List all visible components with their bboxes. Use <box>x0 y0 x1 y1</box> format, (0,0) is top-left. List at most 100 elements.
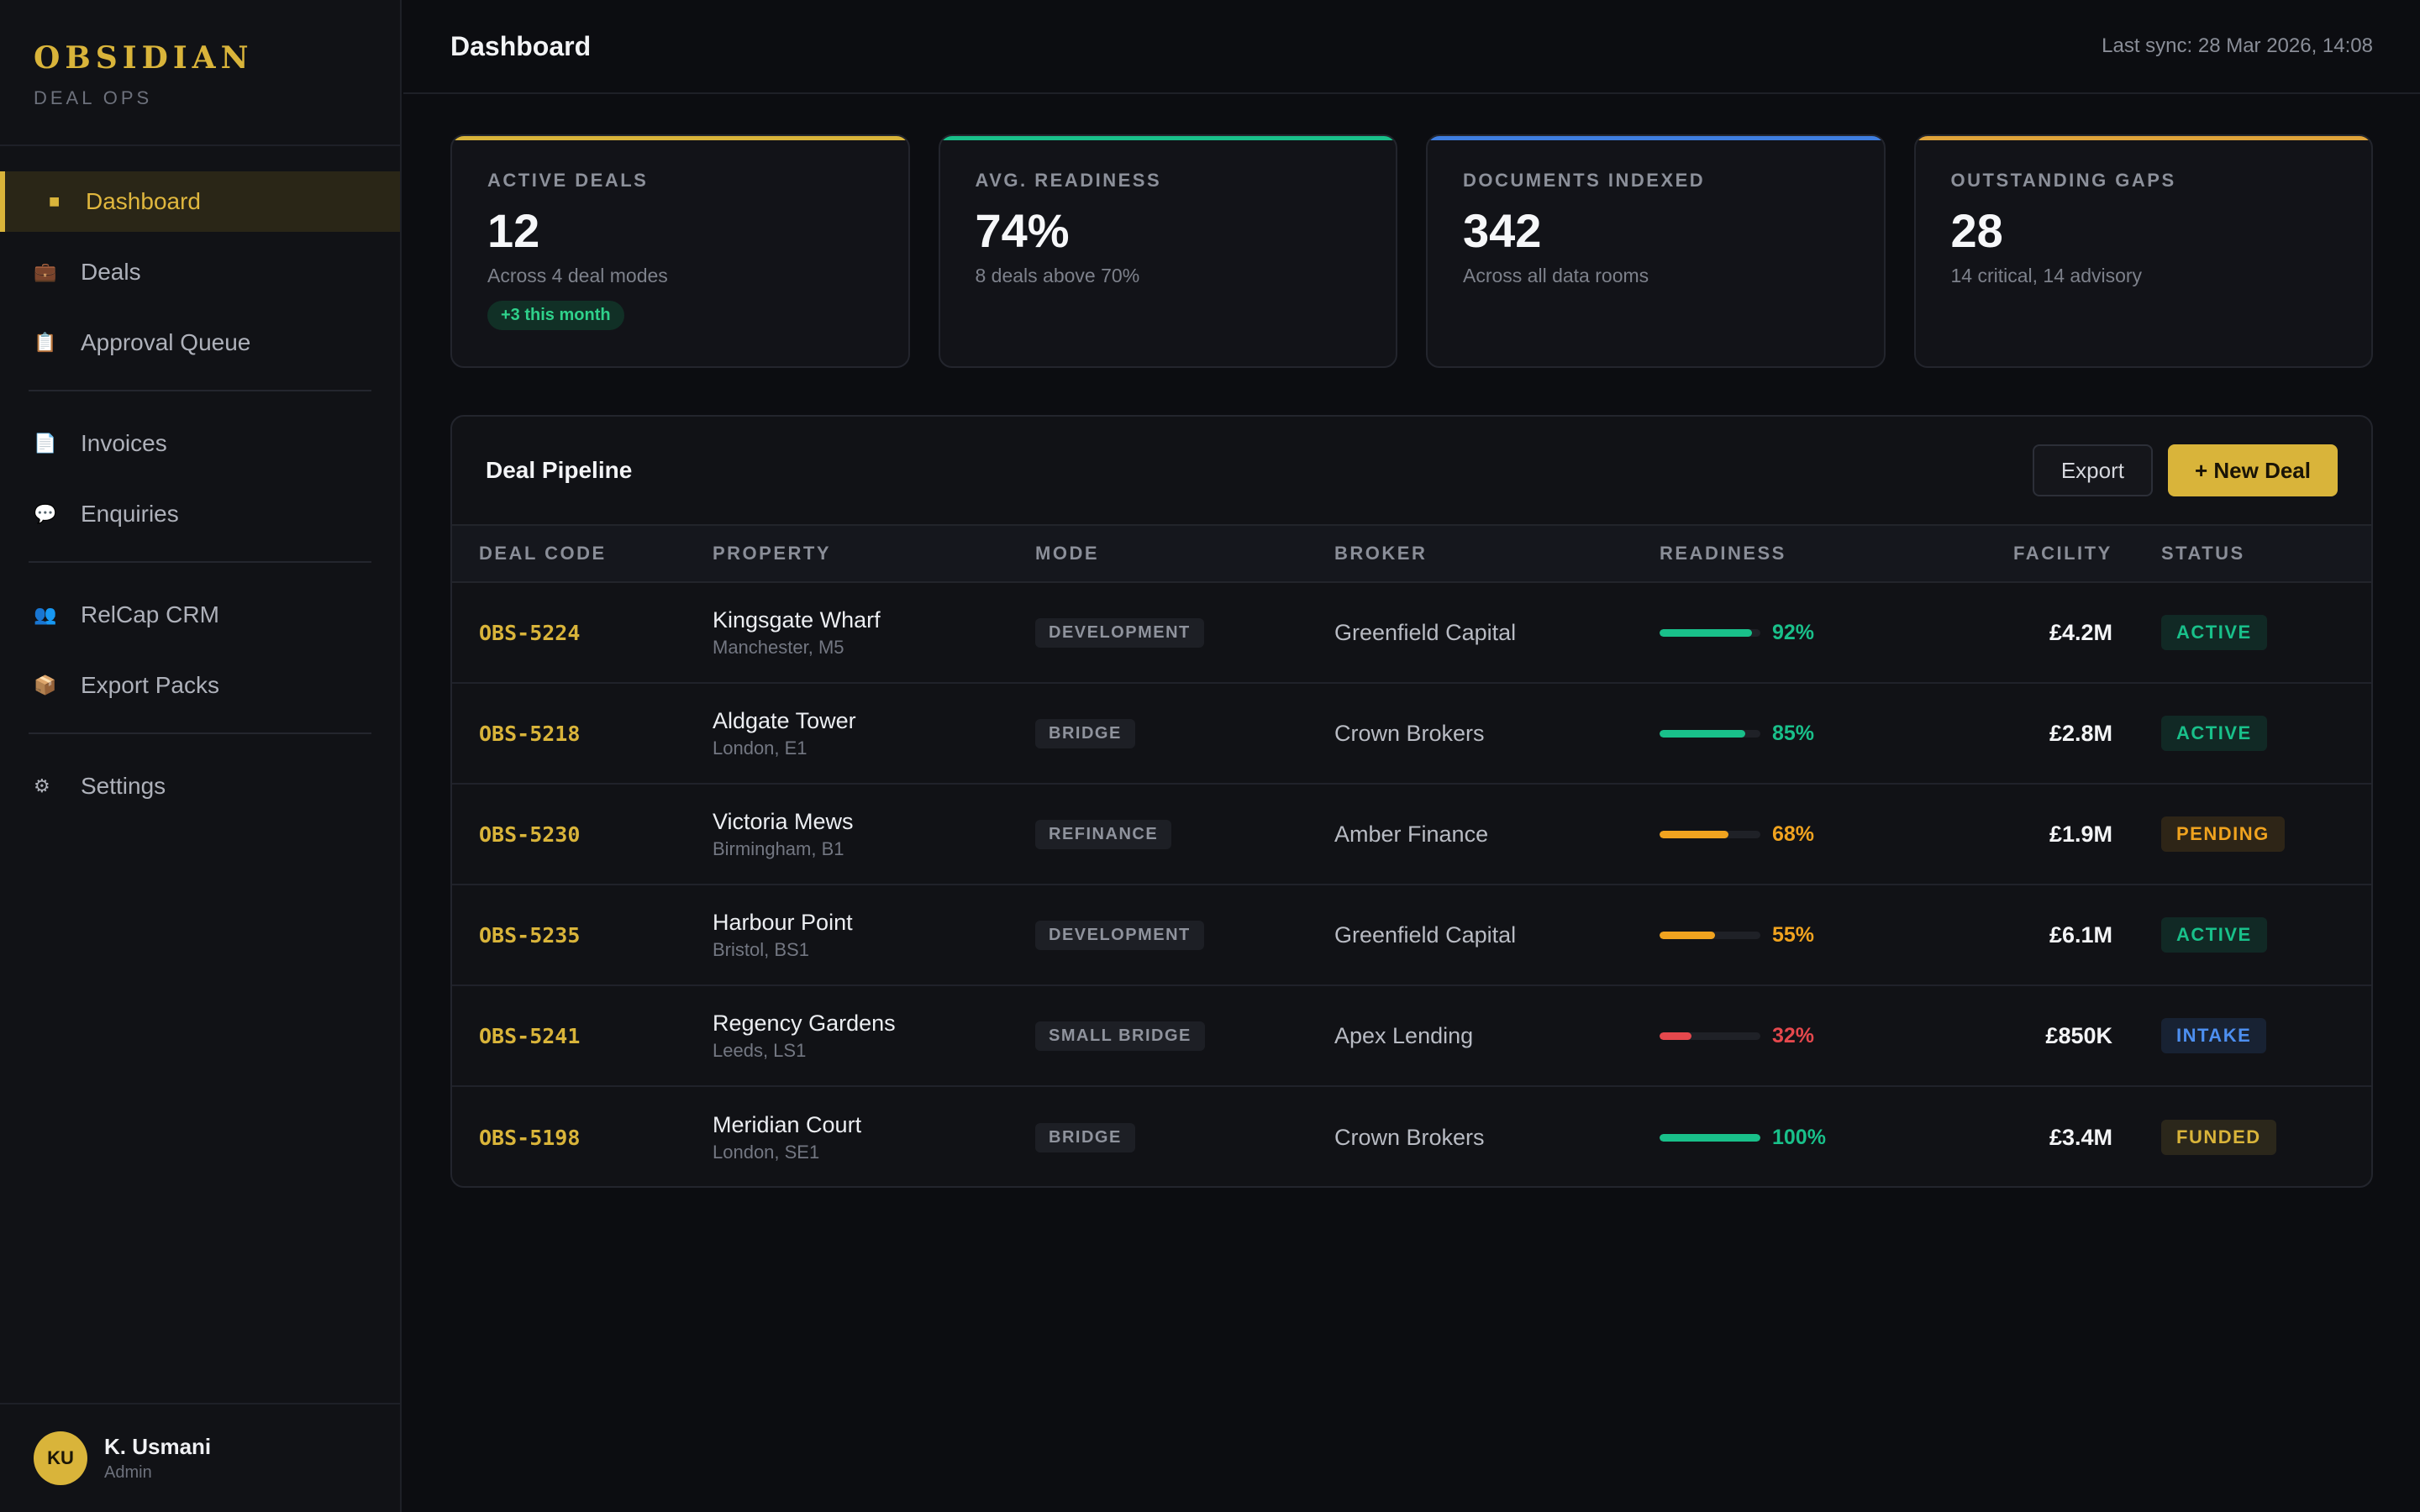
last-sync-text: Last sync: 28 Mar 2026, 14:08 <box>2102 34 2373 57</box>
gear-icon: ⚙ <box>34 775 50 796</box>
deal-code[interactable]: OBS-5235 <box>479 922 581 948</box>
table-body: OBS-5224 Kingsgate Wharf Manchester, M5 DEV… <box>452 583 2371 1186</box>
property-location: Manchester, M5 <box>713 636 844 658</box>
sidebar-item-invoices[interactable]: 📄 Invoices <box>0 413 400 474</box>
status-badge: ACTIVE <box>2161 917 2267 953</box>
stat-value: 28 <box>1950 204 2003 257</box>
new-deal-button[interactable]: + New Deal <box>2167 444 2338 496</box>
sidebar-item-label: Export Packs <box>81 672 219 698</box>
user-profile[interactable]: KU K. Usmani Admin <box>0 1403 400 1512</box>
readiness-bar-fill <box>1660 830 1728 838</box>
nav-divider <box>29 390 371 391</box>
stat-label: AVG. READINESS <box>975 170 1162 191</box>
stat-card-avg-readiness: AVG. READINESS 74% 8 deals above 70% <box>938 134 1397 368</box>
property-name: Aldgate Tower <box>713 707 856 733</box>
stat-card-active-deals: ACTIVE DEALS 12 Across 4 deal modes +3 t… <box>450 134 910 368</box>
brand: OBSIDIAN DEAL OPS <box>0 0 400 146</box>
broker-name: Greenfield Capital <box>1334 921 1517 948</box>
sidebar-item-deals[interactable]: 💼 Deals <box>0 242 400 302</box>
card-accent <box>1428 136 1884 140</box>
table-row[interactable]: OBS-5218 Aldgate Tower London, E1 BRIDGE Cro… <box>452 684 2371 785</box>
users-icon: 👥 <box>34 604 57 625</box>
deal-code[interactable]: OBS-5230 <box>479 822 581 847</box>
sidebar-item-label: Approval Queue <box>81 329 251 355</box>
stat-badge: +3 this month <box>487 301 624 330</box>
property-name: Regency Gardens <box>713 1010 896 1036</box>
facility-amount: £1.9M <box>2049 821 2112 847</box>
sidebar-item-label: Deals <box>81 259 141 285</box>
column-header-property[interactable]: PROPERTY <box>713 543 832 564</box>
stat-label: ACTIVE DEALS <box>487 170 649 191</box>
column-header-facility[interactable]: FACILITY <box>2013 543 2112 564</box>
deal-code[interactable]: OBS-5241 <box>479 1023 581 1048</box>
card-accent <box>452 136 908 140</box>
column-header-broker[interactable]: BROKER <box>1334 543 1428 564</box>
readiness-bar-fill <box>1660 1032 1692 1040</box>
stat-value: 342 <box>1463 204 1542 257</box>
column-header-readiness[interactable]: READINESS <box>1660 543 1786 564</box>
stat-label: OUTSTANDING GAPS <box>1950 170 2176 191</box>
property-name: Harbour Point <box>713 909 853 935</box>
user-meta: K. Usmani Admin <box>104 1434 211 1483</box>
sidebar-item-dashboard[interactable]: ■ Dashboard <box>0 171 400 232</box>
readiness-bar-fill <box>1660 1133 1760 1142</box>
status-badge: PENDING <box>2161 816 2285 852</box>
sidebar-item-label: RelCap CRM <box>81 601 219 627</box>
readiness-percent: 32% <box>1772 1023 1815 1047</box>
broker-name: Crown Brokers <box>1334 720 1485 746</box>
stat-subtext: Across 4 deal modes <box>487 265 668 286</box>
table-row[interactable]: OBS-5230 Victoria Mews Birmingham, B1 REFIN… <box>452 785 2371 885</box>
table-header: DEAL CODE PROPERTY MODE BROKER READINESS… <box>452 524 2371 583</box>
stat-card-documents-indexed: DOCUMENTS INDEXED 342 Across all data ro… <box>1426 134 1886 368</box>
mode-tag: BRIDGE <box>1035 1122 1135 1152</box>
readiness-percent: 100% <box>1772 1125 1826 1149</box>
sidebar-item-label: Invoices <box>81 430 167 456</box>
export-button[interactable]: Export <box>2032 444 2153 496</box>
status-badge: ACTIVE <box>2161 615 2267 650</box>
status-badge: INTAKE <box>2161 1018 2267 1053</box>
user-name: K. Usmani <box>104 1434 212 1459</box>
pipeline-actions: Export + New Deal <box>2032 444 2338 496</box>
broker-name: Amber Finance <box>1334 821 1489 847</box>
sidebar-item-settings[interactable]: ⚙ Settings <box>0 756 400 816</box>
broker-name: Apex Lending <box>1334 1022 1474 1048</box>
column-header-mode[interactable]: MODE <box>1035 543 1099 564</box>
column-header-deal-code[interactable]: DEAL CODE <box>479 543 607 564</box>
briefcase-icon: 💼 <box>34 261 57 282</box>
deal-code[interactable]: OBS-5218 <box>479 721 581 746</box>
sidebar-item-export-packs[interactable]: 📦 Export Packs <box>0 655 400 716</box>
speech-bubble-icon: 💬 <box>34 503 57 524</box>
property-name: Kingsgate Wharf <box>713 606 881 633</box>
property-location: Bristol, BS1 <box>713 938 809 960</box>
facility-amount: £3.4M <box>2049 1124 2112 1150</box>
sidebar-item-approval-queue[interactable]: 📋 Approval Queue <box>0 312 400 373</box>
readiness-bar-fill <box>1660 729 1745 738</box>
pipeline-header: Deal Pipeline Export + New Deal <box>452 417 2371 524</box>
user-role: Admin <box>104 1463 152 1482</box>
readiness-bar-fill <box>1660 628 1753 637</box>
table-row[interactable]: OBS-5224 Kingsgate Wharf Manchester, M5 DEV… <box>452 583 2371 684</box>
mode-tag: DEVELOPMENT <box>1035 617 1204 648</box>
sidebar-nav: ■ Dashboard 💼 Deals 📋 Approval Queue 📄 I… <box>0 146 400 816</box>
property-name: Victoria Mews <box>713 808 854 834</box>
deal-code[interactable]: OBS-5224 <box>479 620 581 645</box>
table-row[interactable]: OBS-5198 Meridian Court London, SE1 BRIDGE C… <box>452 1087 2371 1186</box>
column-header-status[interactable]: STATUS <box>2161 543 2245 564</box>
property-location: London, E1 <box>713 737 808 759</box>
table-row[interactable]: OBS-5241 Regency Gardens Leeds, LS1 SMALL B… <box>452 986 2371 1087</box>
deal-code[interactable]: OBS-5198 <box>479 1125 581 1150</box>
broker-name: Crown Brokers <box>1334 1124 1485 1150</box>
stat-subtext: Across all data rooms <box>1463 265 1649 286</box>
sidebar-item-enquiries[interactable]: 💬 Enquiries <box>0 484 400 544</box>
sidebar-item-label: Dashboard <box>86 188 201 214</box>
table-row[interactable]: OBS-5235 Harbour Point Bristol, BS1 DEVELOP… <box>452 885 2371 986</box>
property-location: Birmingham, B1 <box>713 837 844 859</box>
readiness-bar <box>1660 1133 1760 1142</box>
readiness-bar <box>1660 830 1760 838</box>
sidebar-item-label: Enquiries <box>81 501 179 527</box>
property-location: Leeds, LS1 <box>713 1039 807 1061</box>
pipeline-title: Deal Pipeline <box>486 457 633 483</box>
readiness-bar <box>1660 931 1760 939</box>
mode-tag: BRIDGE <box>1035 718 1135 748</box>
sidebar-item-relcap-crm[interactable]: 👥 RelCap CRM <box>0 585 400 645</box>
